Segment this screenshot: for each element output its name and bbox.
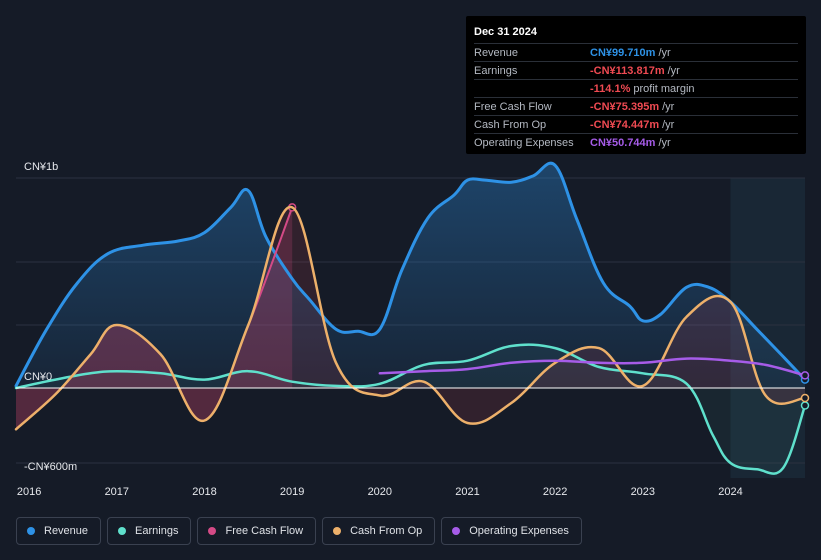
tooltip-row: Cash From Op -CN¥74.447m/yr [474,116,798,134]
x-axis-labels: 2016 2017 2018 2019 2020 2021 2022 2023 2024 [17,486,743,498]
cash-from-op-end-point [800,393,810,403]
tooltip-row-value: -114.1% [590,82,631,95]
operating-expenses-end-point [800,371,810,380]
tooltip-row-value: -CN¥75.395m [590,100,660,113]
x-tick-label: 2022 [543,486,567,498]
tooltip-row-unit: /yr [658,46,671,59]
tooltip-row-unit: profit margin [633,82,695,95]
series-lines [14,161,810,475]
legend-label: Free Cash Flow [225,525,304,537]
legend-dot-icon [333,527,342,535]
legend-dot-icon [208,527,217,535]
tooltip-row-unit: /yr [662,118,675,131]
legend-dot-icon [452,527,461,535]
tooltip-row: Earnings -CN¥113.817m/yr [474,62,798,80]
tooltip-row-unit: /yr [658,136,671,149]
tooltip-row-name: Earnings [474,64,518,77]
legend-label: Cash From Op [350,525,423,537]
legend-item-cash-from-op[interactable]: Cash From Op [322,517,436,545]
tooltip-row-value: CN¥50.744m [590,136,656,149]
y-label-zero: CN¥0 [24,371,52,383]
tooltip-date: Dec 31 2024 [474,24,798,44]
x-tick-label: 2016 [17,486,41,498]
tooltip-row-name: Operating Expenses [474,136,574,149]
legend: Revenue Earnings Free Cash Flow Cash From O… [16,517,582,545]
legend-item-free-cash-flow[interactable]: Free Cash Flow [197,517,317,545]
financial-chart: CN¥1b CN¥0 -CN¥600m 2016 2017 2018 2019 2020… [14,161,810,498]
x-tick-label: 2018 [192,486,216,498]
earnings-line [14,343,807,475]
y-label-top: CN¥1b [24,161,58,173]
tooltip-row-unit: /yr [662,100,675,113]
x-tick-label: 2020 [368,486,392,498]
tooltip-row-name: Free Cash Flow [474,100,552,113]
legend-dot-icon [118,527,127,535]
legend-item-revenue[interactable]: Revenue [16,517,102,545]
legend-label: Operating Expenses [469,525,569,537]
legend-label: Earnings [135,525,179,537]
tooltip-row-value: -CN¥113.817m [590,64,665,77]
tooltip-row: Operating Expenses CN¥50.744m/yr [474,134,798,151]
tooltip-row: -114.1% profit margin [474,80,798,98]
revenue-line [14,161,807,388]
cash-from-op-line [14,206,807,431]
earnings-area [16,344,805,474]
tooltip-row-name: Cash From Op [474,118,547,131]
earnings-end-point [800,401,810,410]
y-axis-labels: CN¥1b CN¥0 -CN¥600m [24,161,77,473]
cash-from-op-area [16,207,805,430]
operating-expenses-line [378,357,807,377]
tooltip-row-value: CN¥99.710m [590,46,656,59]
x-tick-label: 2021 [455,486,479,498]
legend-item-earnings[interactable]: Earnings [107,517,192,545]
x-tick-label: 2017 [105,486,129,498]
tooltip-panel: Dec 31 2024 Revenue CN¥99.710m/yr Earnings… [466,16,806,154]
x-tick-label: 2024 [718,486,742,498]
legend-label: Revenue [44,525,89,537]
tooltip-row-name: Revenue [474,46,519,59]
y-label-bottom: -CN¥600m [24,461,77,473]
legend-dot-icon [27,527,35,535]
tooltip-row-unit: /yr [667,64,680,77]
legend-item-operating-expenses[interactable]: Operating Expenses [441,517,582,545]
tooltip-row-value: -CN¥74.447m [590,118,660,131]
x-tick-label: 2023 [631,486,655,498]
x-tick-label: 2019 [280,486,304,498]
revenue-area [16,163,805,388]
tooltip-row: Free Cash Flow -CN¥75.395m/yr [474,98,798,116]
tooltip-row: Revenue CN¥99.710m/yr [474,44,798,62]
